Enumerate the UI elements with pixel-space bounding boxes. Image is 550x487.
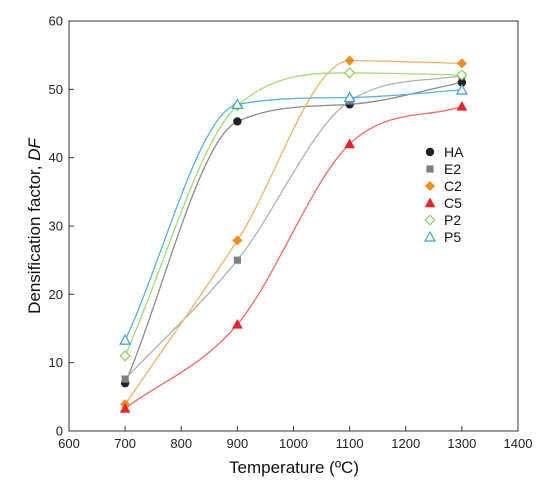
- series-markers: [119, 55, 468, 413]
- y-tick-label: 50: [49, 82, 63, 97]
- data-point-c2: [232, 235, 243, 246]
- legend-marker-c2: [424, 180, 436, 192]
- series-line-c2: [124, 59, 462, 405]
- legend-marker-c5: [424, 197, 436, 208]
- series-line-p2: [124, 72, 462, 357]
- y-axis-title-symbol: DF: [25, 137, 44, 161]
- data-point-p5: [455, 83, 468, 95]
- y-tick-label: 0: [56, 424, 63, 439]
- legend-label-c2: C2: [444, 178, 462, 194]
- legend-marker-p2: [424, 214, 436, 226]
- data-point-p2: [119, 350, 131, 362]
- series-line-ha: [124, 81, 463, 384]
- axis-ticks: 600 700 800 900 1000 1100 1200 1300 1400 0 10 20 30 4…: [49, 14, 533, 452]
- y-tick-label: 30: [49, 219, 63, 234]
- x-tick-label: 1200: [391, 436, 420, 451]
- x-axis-title: Temperature (ºC): [229, 458, 359, 477]
- data-point-c5: [231, 318, 243, 329]
- y-axis-title-main: Densification factor,: [25, 161, 44, 314]
- data-point-p5: [119, 333, 132, 345]
- x-tick-label: 1300: [447, 436, 476, 451]
- legend-marker-e2: [426, 165, 434, 173]
- data-point-p5: [343, 91, 356, 103]
- x-tick-label: 800: [170, 436, 192, 451]
- x-tick-label: 1000: [279, 436, 308, 451]
- legend-label-e2: E2: [444, 161, 461, 177]
- y-axis-title: Densification factor, DF: [25, 137, 44, 314]
- series-curves: [124, 59, 463, 409]
- x-tick-label: 600: [58, 436, 80, 451]
- x-tick-label: 900: [227, 436, 249, 451]
- series-line-e2: [124, 75, 462, 380]
- series-line-c5: [124, 105, 463, 409]
- data-point-c5: [456, 100, 468, 111]
- data-point-c2: [344, 55, 355, 66]
- series-line-p5: [124, 89, 462, 341]
- x-tick-label: 700: [114, 436, 136, 451]
- data-point-ha: [457, 78, 467, 87]
- data-point-p5: [231, 98, 244, 109]
- y-tick-label: 60: [49, 14, 63, 29]
- y-tick-label: 40: [49, 150, 63, 165]
- data-point-ha: [233, 117, 242, 126]
- data-point-p2: [343, 67, 356, 79]
- y-tick-label: 20: [49, 287, 63, 302]
- data-point-c5: [119, 402, 131, 413]
- x-tick-label: 1100: [336, 436, 364, 451]
- data-point-e2: [233, 256, 241, 264]
- legend-label-ha: HA: [444, 144, 464, 160]
- data-point-p2: [456, 69, 468, 81]
- legend-label-p5: P5: [444, 229, 461, 245]
- y-tick-label: 10: [49, 355, 63, 370]
- legend-marker-ha: [425, 147, 435, 157]
- x-tick-label: 1400: [504, 436, 533, 451]
- legend-marker-p5: [423, 230, 437, 242]
- legend-label-c5: C5: [444, 195, 462, 211]
- data-point-c2: [456, 58, 468, 69]
- legend-label-p2: P2: [444, 212, 461, 228]
- data-point-c5: [344, 138, 356, 149]
- data-point-e2: [121, 375, 129, 383]
